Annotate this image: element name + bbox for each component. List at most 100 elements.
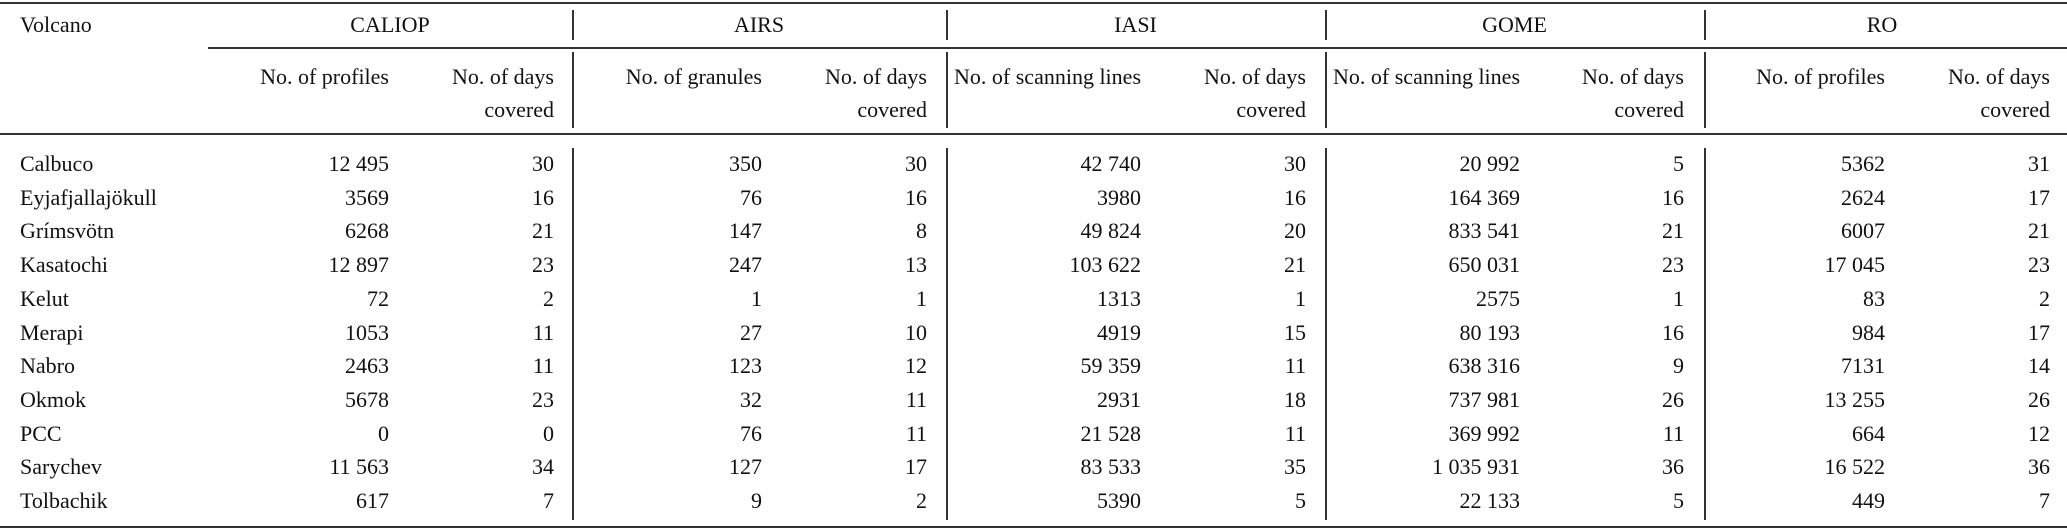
column-divider bbox=[1704, 148, 1706, 520]
table-cell: 0 bbox=[543, 420, 554, 446]
column-divider bbox=[1704, 10, 1706, 40]
group-rule bbox=[208, 47, 2067, 49]
table-cell: 11 bbox=[905, 420, 927, 446]
table-cell: 1 bbox=[751, 285, 762, 311]
table-cell: 16 bbox=[1662, 184, 1684, 210]
table-cell: 23 bbox=[2028, 252, 2050, 278]
table-cell: 8 bbox=[916, 218, 927, 244]
table-cell: 14 bbox=[2028, 353, 2050, 379]
table-cell: 12 495 bbox=[328, 151, 390, 176]
table-cell: 16 522 bbox=[1824, 454, 1886, 480]
table-cell: 11 bbox=[532, 319, 554, 345]
table-cell: 34 bbox=[532, 454, 554, 480]
table-cell: 13 255 bbox=[1824, 386, 1886, 412]
table-cell: 1053 bbox=[345, 319, 389, 345]
table-cell: 36 bbox=[2028, 454, 2050, 480]
table-cell: 20 992 bbox=[1459, 151, 1521, 176]
table-cell: 16 bbox=[905, 184, 927, 210]
column-divider bbox=[946, 10, 948, 40]
table-cell: 737 981 bbox=[1448, 386, 1521, 412]
column-divider bbox=[946, 148, 948, 520]
volcano-name: Grímsvötn bbox=[20, 218, 115, 244]
table-cell: 7 bbox=[543, 488, 554, 513]
table-cell: 16 bbox=[532, 184, 554, 210]
group-header: IASI bbox=[1114, 12, 1157, 37]
table-cell: 0 bbox=[378, 420, 389, 446]
table-cell: 76 bbox=[740, 184, 762, 210]
table-cell: 21 bbox=[1284, 252, 1306, 278]
table-cell: 16 bbox=[1284, 184, 1306, 210]
table-cell: 11 bbox=[532, 353, 554, 379]
table-cell: 2 bbox=[543, 285, 554, 311]
column-divider bbox=[1704, 52, 1706, 128]
sub-header: No. of days covered bbox=[1203, 64, 1306, 122]
volcano-header: Volcano bbox=[20, 12, 92, 37]
table-cell: 6007 bbox=[1841, 218, 1885, 244]
table-cell: 59 359 bbox=[1080, 353, 1142, 379]
table-cell: 3569 bbox=[345, 184, 389, 210]
sub-header: No. of profiles bbox=[260, 64, 389, 89]
table-cell: 23 bbox=[1662, 252, 1684, 278]
group-header: RO bbox=[1866, 12, 1898, 37]
table-cell: 2575 bbox=[1476, 285, 1520, 311]
table-cell: 23 bbox=[532, 386, 554, 412]
top-rule bbox=[0, 2, 2067, 4]
table-cell: 638 316 bbox=[1448, 353, 1521, 379]
column-divider bbox=[946, 52, 948, 128]
table-cell: 350 bbox=[729, 151, 762, 176]
table-cell: 30 bbox=[905, 151, 927, 176]
table-cell: 5390 bbox=[1097, 488, 1141, 513]
table-cell: 2463 bbox=[345, 353, 389, 379]
table-cell: 30 bbox=[1284, 151, 1306, 176]
column-divider bbox=[572, 52, 574, 128]
table-cell: 11 bbox=[1662, 420, 1684, 446]
table-cell: 16 bbox=[1662, 319, 1684, 345]
table-cell: 164 369 bbox=[1448, 184, 1521, 210]
table-cell: 11 bbox=[905, 386, 927, 412]
table-cell: 247 bbox=[729, 252, 762, 278]
table-cell: 72 bbox=[367, 285, 389, 311]
table-cell: 7 bbox=[2039, 488, 2050, 513]
table-cell: 1 bbox=[1295, 285, 1306, 311]
table-cell: 449 bbox=[1852, 488, 1885, 513]
sub-header: No. of days covered bbox=[1581, 64, 1684, 122]
table-cell: 23 bbox=[532, 252, 554, 278]
table-cell: 17 bbox=[2028, 319, 2050, 345]
table-cell: 1 035 931 bbox=[1432, 454, 1520, 480]
table-cell: 27 bbox=[740, 319, 762, 345]
table-cell: 36 bbox=[1662, 454, 1684, 480]
table-cell: 12 897 bbox=[328, 252, 390, 278]
table-cell: 13 bbox=[905, 252, 927, 278]
table-cell: 984 bbox=[1852, 319, 1885, 345]
column-divider bbox=[1325, 52, 1327, 128]
volcano-name: Sarychev bbox=[20, 454, 102, 480]
column-divider bbox=[1325, 148, 1327, 520]
table-cell: 9 bbox=[751, 488, 762, 513]
table-cell: 20 bbox=[1284, 218, 1306, 244]
column-divider bbox=[572, 148, 574, 520]
table-cell: 31 bbox=[2028, 151, 2050, 176]
group-header: AIRS bbox=[733, 12, 785, 37]
table-cell: 127 bbox=[729, 454, 762, 480]
volcano-name: Nabro bbox=[20, 353, 75, 379]
sub-header: No. of granules bbox=[625, 64, 762, 89]
table-cell: 11 bbox=[1284, 353, 1306, 379]
sub-header: No. of scanning lines bbox=[954, 64, 1141, 89]
table-cell: 6268 bbox=[345, 218, 389, 244]
table-cell: 2 bbox=[2039, 285, 2050, 311]
table-cell: 49 824 bbox=[1080, 218, 1142, 244]
table-cell: 22 133 bbox=[1459, 488, 1521, 513]
table-cell: 17 045 bbox=[1824, 252, 1886, 278]
table-cell: 21 528 bbox=[1080, 420, 1142, 446]
volcano-name: Eyjafjallajökull bbox=[20, 184, 157, 210]
table-cell: 21 bbox=[2028, 218, 2050, 244]
header-rule bbox=[0, 133, 2067, 135]
table-cell: 30 bbox=[532, 151, 554, 176]
table-cell: 83 533 bbox=[1080, 454, 1142, 480]
group-header: GOME bbox=[1482, 12, 1547, 37]
bottom-rule bbox=[0, 526, 2067, 528]
table-cell: 5678 bbox=[345, 386, 389, 412]
table-cell: 18 bbox=[1284, 386, 1306, 412]
table-cell: 4919 bbox=[1097, 319, 1141, 345]
